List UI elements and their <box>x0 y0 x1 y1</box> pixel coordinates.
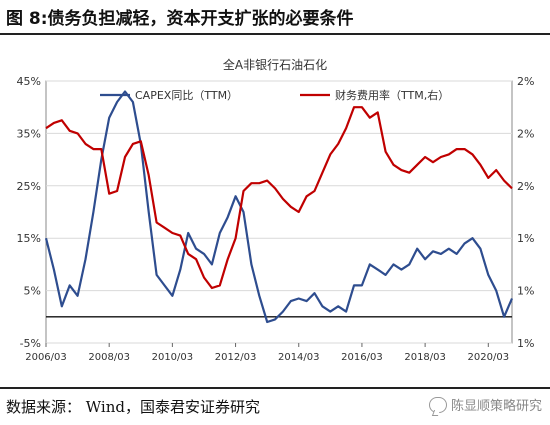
x-tick-label: 2012/03 <box>215 352 257 363</box>
plot-frame <box>45 80 513 344</box>
x-tick-label: 2008/03 <box>88 352 130 363</box>
figure-title: 图 8:债务负担减轻，资本开支扩张的必要条件 <box>6 9 354 29</box>
watermark-text: 陈显顺策略研究 <box>450 399 542 414</box>
y-left-tick-label: 35% <box>17 127 41 140</box>
chart-title: 全A非银行石油石化 <box>223 57 327 72</box>
plot-area: -5% 5% 15% 25% 35% 45% 1% 1% 1% 2% 2% 2% 2006/03 2008… <box>17 75 535 363</box>
x-tick-label: 2006/03 <box>25 352 67 363</box>
legend-label-fin-cost: 财务费用率（TTM,右） <box>335 88 449 102</box>
x-tick-label: 2016/03 <box>341 352 383 363</box>
source-note: 数据来源： Wind，国泰君安证券研究 <box>6 398 260 416</box>
legend-label-capex: CAPEX同比（TTM） <box>135 89 238 102</box>
watermark: 陈显顺策略研究 <box>428 395 542 414</box>
x-tick-label: 2018/03 <box>404 352 446 363</box>
series-line-capex <box>44 90 514 324</box>
title-divider <box>0 33 550 35</box>
y-right-tick-label: 1% <box>517 232 534 245</box>
y-left-tick-label: 45% <box>17 75 41 88</box>
source-divider <box>0 387 550 389</box>
wechat-icon <box>428 396 447 413</box>
series-line-fin-cost <box>45 106 513 290</box>
y-right-tick-label: 1% <box>517 285 534 298</box>
y-left-tick-label: 25% <box>17 180 41 193</box>
y-left-tick-label: 5% <box>24 285 41 298</box>
line-chart: 全A非银行石油石化 -5% 5% 15% 25% 35% 45% 1% 1% 1% 2% 2% 2% 2… <box>17 57 535 363</box>
y-right-tick-label: 2% <box>517 180 534 193</box>
y-right-tick-label: 2% <box>517 127 534 140</box>
y-right-tick-label: 2% <box>517 75 534 88</box>
y-left-tick-label: -5% <box>20 337 41 350</box>
x-tick-label: 2014/03 <box>278 352 320 363</box>
x-tick-label: 2020/03 <box>468 352 510 363</box>
x-tick-label: 2010/03 <box>152 352 194 363</box>
y-right-tick-label: 1% <box>517 337 534 350</box>
y-left-tick-label: 15% <box>17 232 41 245</box>
